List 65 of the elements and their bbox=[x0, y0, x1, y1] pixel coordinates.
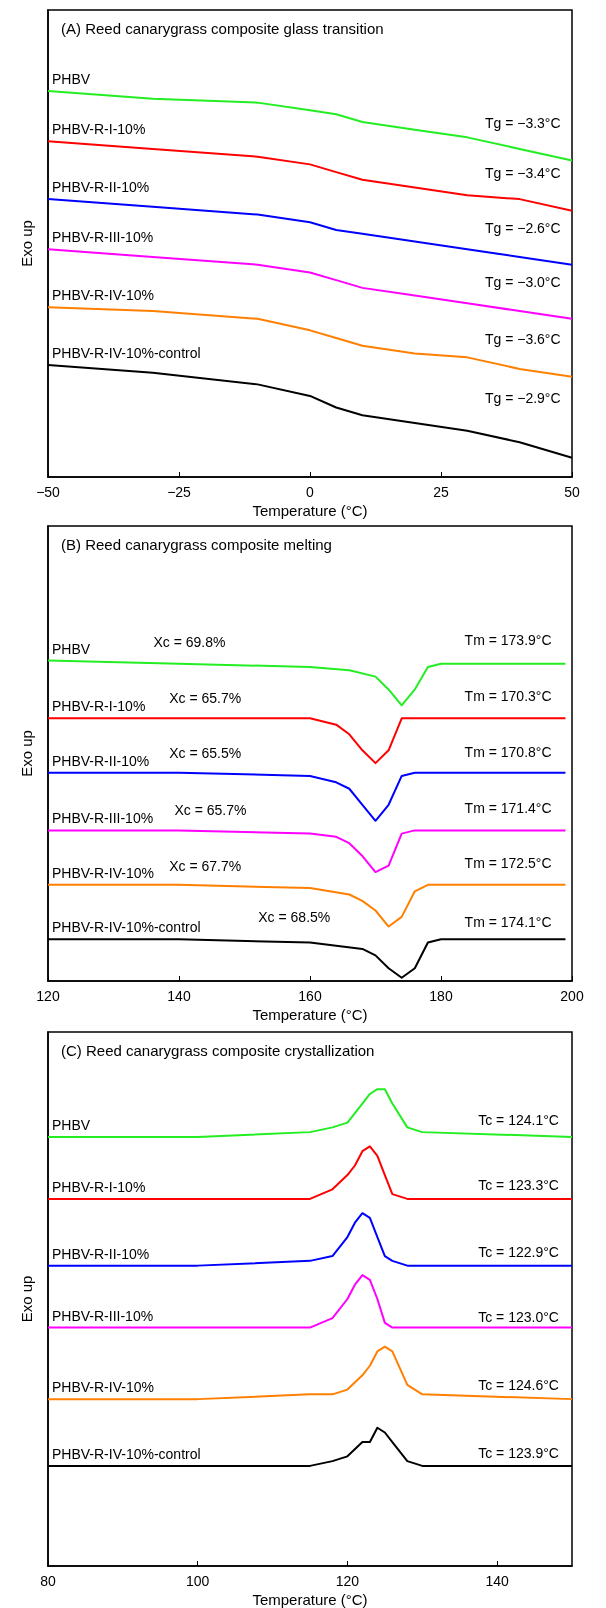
annotation: Xc = 68.5% bbox=[258, 909, 331, 926]
x-tick-label: 0 bbox=[306, 484, 315, 500]
annotation: Tc = 123.3°C bbox=[478, 1176, 559, 1193]
series-label: PHBV-R-IV-10% bbox=[52, 1379, 154, 1396]
chart-title: (A) Reed canarygrass composite glass transition bbox=[61, 20, 384, 37]
annotation: Tg = −2.6°C bbox=[484, 219, 561, 236]
series-label: PHBV-R-IV-10%-control bbox=[52, 1445, 201, 1462]
y-axis-title: Exo up bbox=[18, 730, 35, 777]
y-axis-title: Exo up bbox=[18, 1275, 35, 1323]
annotation: Tc = 123.0°C bbox=[478, 1309, 559, 1326]
y-axis-title: Exo up bbox=[18, 220, 35, 267]
annotation: Tg = −3.6°C bbox=[484, 331, 561, 348]
series-label: PHBV-R-I-10% bbox=[52, 698, 146, 715]
chart-title: (C) Reed canarygrass composite crystallization bbox=[61, 1042, 375, 1059]
annotation: Tm = 174.1°C bbox=[464, 913, 552, 930]
x-tick-label: 25 bbox=[433, 484, 449, 500]
series-label: PHBV bbox=[52, 1116, 91, 1133]
annotation: Tc = 124.6°C bbox=[478, 1376, 559, 1393]
x-tick-label: 180 bbox=[429, 988, 453, 1004]
annotation: Tc = 123.9°C bbox=[478, 1445, 559, 1462]
annotation: Xc = 65.7% bbox=[174, 802, 247, 819]
series-label: PHBV-R-III-10% bbox=[52, 1307, 154, 1324]
annotation: Tm = 172.5°C bbox=[464, 855, 552, 872]
x-tick-label: 120 bbox=[335, 1573, 360, 1589]
series-label: PHBV-R-I-10% bbox=[52, 1178, 146, 1195]
annotation: Xc = 65.7% bbox=[169, 689, 242, 706]
x-tick-label: 100 bbox=[186, 1573, 210, 1589]
x-tick-label: 50 bbox=[564, 484, 580, 500]
annotation: Tc = 124.1°C bbox=[478, 1112, 559, 1129]
annotation: Xc = 65.5% bbox=[169, 745, 242, 762]
annotation: Tg = −2.9°C bbox=[484, 389, 561, 406]
chart-title: (B) Reed canarygrass composite melting bbox=[61, 536, 332, 553]
x-tick-label: 160 bbox=[298, 988, 322, 1004]
x-tick-label: 140 bbox=[485, 1573, 510, 1589]
x-tick-label: −50 bbox=[36, 484, 61, 500]
series-label: PHBV bbox=[52, 640, 91, 657]
annotation: Tg = −3.4°C bbox=[484, 165, 561, 182]
series-label: PHBV bbox=[52, 71, 91, 88]
series-label: PHBV-R-II-10% bbox=[52, 179, 150, 196]
series-label: PHBV-R-IV-10% bbox=[52, 287, 154, 304]
x-tick-label: 120 bbox=[36, 988, 60, 1004]
annotation: Tg = −3.0°C bbox=[484, 273, 561, 290]
x-axis-title: Temperature (°C) bbox=[252, 1591, 368, 1608]
x-tick-label: 140 bbox=[167, 988, 191, 1004]
series-label: PHBV-R-II-10% bbox=[52, 1245, 150, 1262]
text: Xc = 69.8% bbox=[153, 633, 226, 650]
series-label: PHBV-R-IV-10%-control bbox=[52, 919, 201, 936]
x-tick-label: −25 bbox=[167, 484, 192, 500]
series-label: PHBV-R-III-10% bbox=[52, 810, 154, 827]
x-axis-title: Temperature (°C) bbox=[252, 1006, 368, 1023]
x-tick-label: 80 bbox=[40, 1573, 56, 1589]
series-label: PHBV-R-I-10% bbox=[52, 121, 146, 138]
series-label: PHBV-R-IV-10% bbox=[52, 864, 154, 881]
annotation: Tc = 122.9°C bbox=[478, 1243, 559, 1260]
x-axis-title: Temperature (°C) bbox=[252, 502, 368, 519]
x-tick-label: 200 bbox=[560, 988, 584, 1004]
series-label: PHBV-R-IV-10%-control bbox=[52, 345, 201, 362]
annotation: Tm = 170.8°C bbox=[464, 743, 552, 760]
annotation: Tm = 170.3°C bbox=[464, 687, 552, 704]
series-label: PHBV-R-III-10% bbox=[52, 229, 154, 246]
annotation: Xc = 67.7% bbox=[169, 857, 242, 874]
annotation: Tm = 171.4°C bbox=[464, 800, 552, 817]
annotation: Tg = −3.3°C bbox=[484, 114, 561, 131]
series-label: PHBV-R-II-10% bbox=[52, 752, 150, 769]
text: Tm = 173.9°C bbox=[464, 631, 552, 648]
